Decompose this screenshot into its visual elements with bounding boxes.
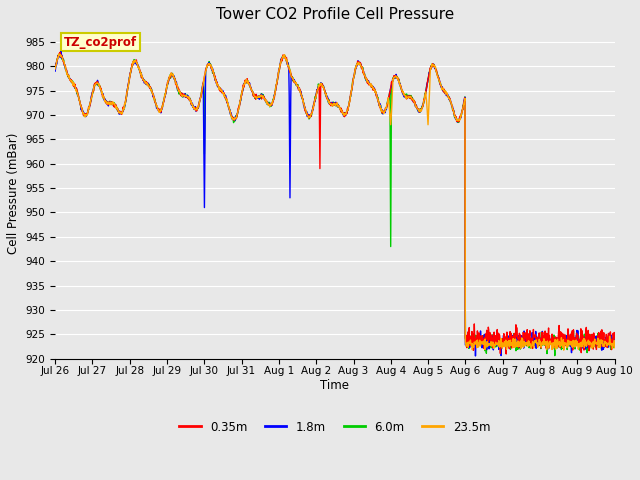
Legend: 0.35m, 1.8m, 6.0m, 23.5m: 0.35m, 1.8m, 6.0m, 23.5m (175, 416, 495, 438)
Text: TZ_co2prof: TZ_co2prof (63, 36, 136, 48)
X-axis label: Time: Time (321, 379, 349, 392)
Y-axis label: Cell Pressure (mBar): Cell Pressure (mBar) (7, 132, 20, 253)
Title: Tower CO2 Profile Cell Pressure: Tower CO2 Profile Cell Pressure (216, 7, 454, 22)
